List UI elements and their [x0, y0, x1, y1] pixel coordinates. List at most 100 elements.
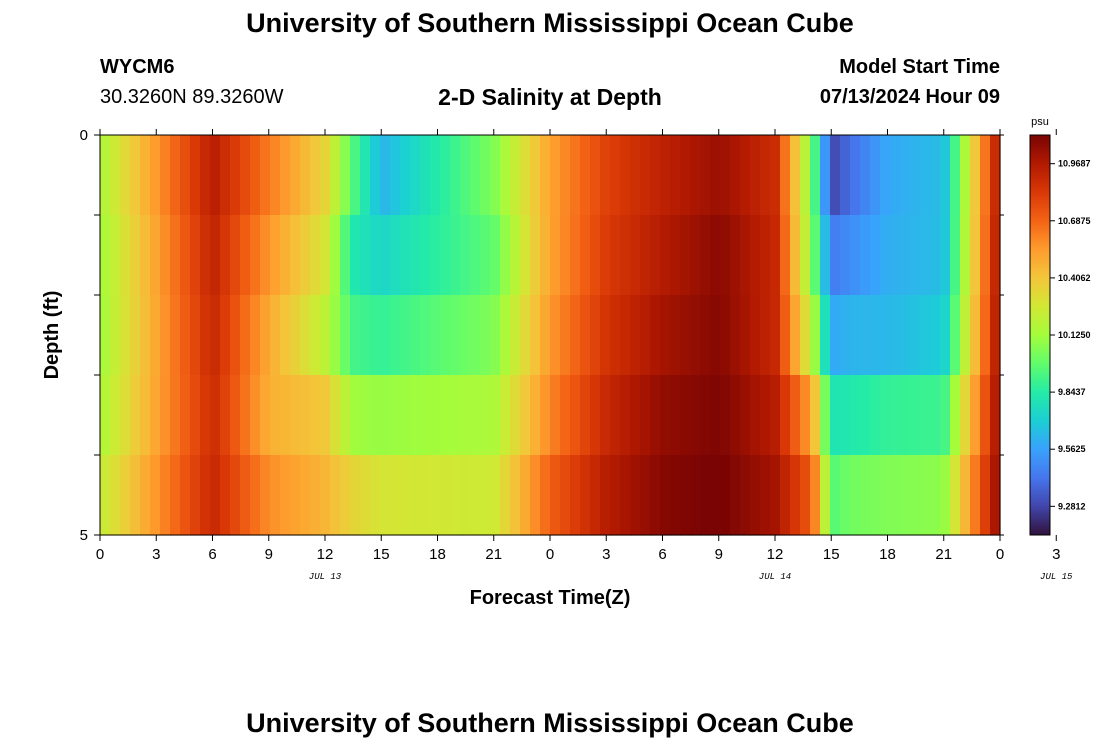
heatmap-cell — [640, 295, 651, 376]
heatmap-cell — [810, 375, 821, 456]
heatmap-cell — [370, 215, 381, 296]
heatmap-cell — [220, 135, 231, 216]
heatmap-cell — [140, 215, 151, 296]
heatmap-cell — [140, 375, 151, 456]
heatmap-cell — [820, 375, 831, 456]
heatmap-cell — [660, 295, 671, 376]
heatmap-cell — [880, 215, 891, 296]
heatmap-cell — [340, 135, 351, 216]
heatmap-cell — [340, 455, 351, 536]
heatmap-cell — [420, 135, 431, 216]
heatmap-cell — [670, 215, 681, 296]
heatmap-cell — [560, 135, 571, 216]
heatmap-cell — [970, 375, 981, 456]
heatmap-cell — [610, 295, 621, 376]
heatmap-cell — [160, 215, 171, 296]
heatmap-cell — [570, 375, 581, 456]
heatmap-cell — [870, 375, 881, 456]
colorbar-label: 9.2812 — [1058, 501, 1086, 511]
heatmap-cell — [120, 375, 131, 456]
heatmap-cell — [610, 455, 621, 536]
heatmap-cell — [170, 135, 181, 216]
heatmap-cell — [280, 455, 291, 536]
heatmap-cell — [580, 215, 591, 296]
heatmap-cell — [260, 455, 271, 536]
colorbar: 10.9687 10.6875 10.4062 10.1250 9.8437 9.5625… — [1029, 116, 1091, 536]
heatmap-cell — [230, 135, 241, 216]
heatmap-cell — [920, 295, 931, 376]
heatmap-cell — [720, 295, 731, 376]
heatmap-cell — [670, 455, 681, 536]
heatmap-cell — [530, 295, 541, 376]
heatmap-cell — [230, 455, 241, 536]
model-start-value: 07/13/2024 Hour 09 — [819, 86, 1000, 108]
heatmap-cell — [960, 135, 971, 216]
heatmap-cell — [990, 135, 1001, 216]
heatmap-cell — [440, 215, 451, 296]
heatmap-cell — [540, 455, 551, 536]
heatmap-cell — [770, 375, 781, 456]
heatmap-cell — [490, 215, 501, 296]
heatmap-cell — [410, 215, 421, 296]
heatmap-cell — [800, 295, 811, 376]
heatmap-cell — [660, 375, 671, 456]
heatmap-cell — [110, 375, 121, 456]
heatmap-cell — [980, 135, 991, 216]
heatmap-cell — [420, 455, 431, 536]
heatmap-cells — [100, 135, 1001, 536]
heatmap-cell — [380, 375, 391, 456]
heatmap-cell — [940, 215, 951, 296]
heatmap-cell — [170, 215, 181, 296]
heatmap-cell — [570, 215, 581, 296]
heatmap-cell — [520, 375, 531, 456]
heatmap-cell — [680, 295, 691, 376]
heatmap-cell — [100, 295, 111, 376]
heatmap-cell — [780, 215, 791, 296]
heatmap-cell — [360, 135, 371, 216]
heatmap-cell — [230, 295, 241, 376]
heatmap-cell — [110, 215, 121, 296]
heatmap-cell — [460, 295, 471, 376]
heatmap-cell — [820, 455, 831, 536]
heatmap-cell — [260, 215, 271, 296]
x-tick-label: 12 — [767, 546, 784, 563]
heatmap-cell — [710, 135, 721, 216]
heatmap-cell — [350, 295, 361, 376]
heatmap-cell — [320, 215, 331, 296]
heatmap-cell — [310, 455, 321, 536]
heatmap-cell — [730, 295, 741, 376]
heatmap-cell — [100, 375, 111, 456]
heatmap-cell — [910, 295, 921, 376]
heatmap-cell — [790, 455, 801, 536]
heatmap-cell — [580, 295, 591, 376]
heatmap-cell — [740, 295, 751, 376]
heatmap-cell — [630, 295, 641, 376]
x-tick-label: 0 — [546, 546, 554, 563]
heatmap-cell — [800, 135, 811, 216]
heatmap-cell — [590, 295, 601, 376]
heatmap-cell — [940, 455, 951, 536]
heatmap-cell — [310, 215, 321, 296]
heatmap-cell — [330, 295, 341, 376]
heatmap-cell — [840, 455, 851, 536]
heatmap-cell — [490, 455, 501, 536]
x-tick-label: 0 — [96, 546, 104, 563]
heatmap-cell — [800, 215, 811, 296]
heatmap-cell — [830, 455, 841, 536]
heatmap-cell — [280, 375, 291, 456]
heatmap-cell — [750, 215, 761, 296]
heatmap-cell — [650, 295, 661, 376]
heatmap-cell — [440, 375, 451, 456]
heatmap-cell — [430, 295, 441, 376]
heatmap-cell — [590, 455, 601, 536]
heatmap-cell — [270, 135, 281, 216]
heatmap-cell — [290, 295, 301, 376]
heatmap-cell — [690, 295, 701, 376]
heatmap-cell — [920, 135, 931, 216]
heatmap-cell — [640, 375, 651, 456]
heatmap-cell — [390, 455, 401, 536]
heatmap-cell — [520, 135, 531, 216]
heatmap-cell — [780, 295, 791, 376]
heatmap-cell — [550, 455, 561, 536]
heatmap-cell — [940, 295, 951, 376]
